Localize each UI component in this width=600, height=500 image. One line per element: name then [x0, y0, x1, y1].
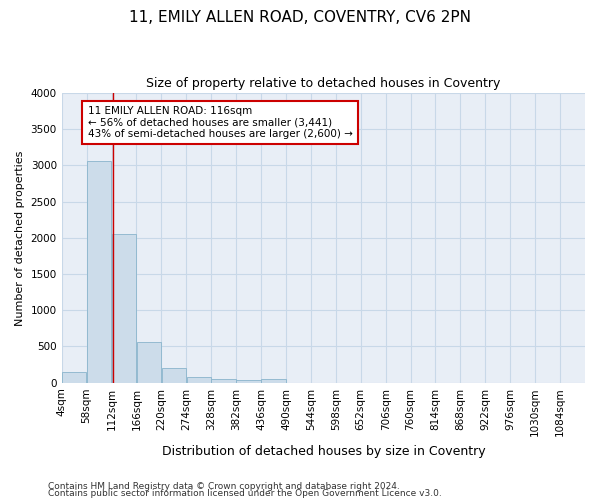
- Bar: [261, 379, 286, 382]
- Bar: [62, 372, 86, 382]
- Title: Size of property relative to detached houses in Coventry: Size of property relative to detached ho…: [146, 78, 500, 90]
- Bar: [236, 380, 261, 382]
- Bar: [161, 368, 186, 382]
- Bar: [211, 379, 236, 382]
- Text: Contains public sector information licensed under the Open Government Licence v3: Contains public sector information licen…: [48, 490, 442, 498]
- Text: 11 EMILY ALLEN ROAD: 116sqm
← 56% of detached houses are smaller (3,441)
43% of : 11 EMILY ALLEN ROAD: 116sqm ← 56% of det…: [88, 106, 352, 140]
- Bar: [87, 161, 111, 382]
- Y-axis label: Number of detached properties: Number of detached properties: [15, 150, 25, 326]
- Text: Contains HM Land Registry data © Crown copyright and database right 2024.: Contains HM Land Registry data © Crown c…: [48, 482, 400, 491]
- X-axis label: Distribution of detached houses by size in Coventry: Distribution of detached houses by size …: [161, 444, 485, 458]
- Bar: [137, 342, 161, 382]
- Bar: [112, 234, 136, 382]
- Text: 11, EMILY ALLEN ROAD, COVENTRY, CV6 2PN: 11, EMILY ALLEN ROAD, COVENTRY, CV6 2PN: [129, 10, 471, 25]
- Bar: [187, 378, 211, 382]
